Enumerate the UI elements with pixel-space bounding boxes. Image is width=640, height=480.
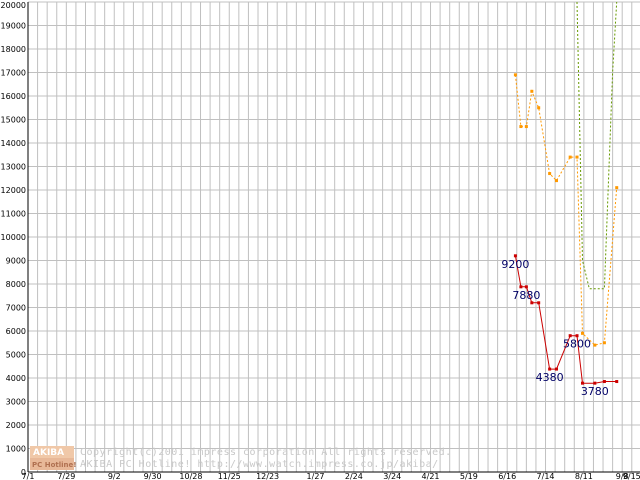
series-1-point <box>537 301 541 305</box>
series-1-point <box>548 367 552 371</box>
watermark-logo-bottom: PC Hotline! <box>32 461 76 469</box>
x-tick-label: 9/15 <box>623 472 640 480</box>
x-tick-label: 7/29 <box>57 472 75 480</box>
x-tick-label: 1/27 <box>307 472 325 480</box>
series-2-point <box>575 155 579 159</box>
x-tick-label: 5/19 <box>460 472 478 480</box>
y-tick-label: 13000 <box>1 163 26 172</box>
y-tick-label: 9000 <box>6 257 26 266</box>
y-tick-label: 1000 <box>6 445 26 454</box>
data-label: 3780 <box>581 385 609 398</box>
x-tick-label: 10/28 <box>179 472 202 480</box>
y-tick-label: 3000 <box>6 398 26 407</box>
data-label: 9200 <box>501 258 529 271</box>
x-tick-label: 3/24 <box>383 472 401 480</box>
series-1-point <box>554 367 558 371</box>
watermark-url: AKIBA PC Hotline! http://www.watch.impre… <box>80 459 439 470</box>
series-1-point <box>524 285 528 289</box>
y-tick-label: 20000 <box>1 1 26 10</box>
watermark: AKIBA PC Hotline! Copyright(c)2001 impre… <box>30 446 452 470</box>
y-tick-label: 17000 <box>1 69 26 78</box>
series-2-point <box>519 125 523 129</box>
watermark-copyright: Copyright(c)2001 impress corporation All… <box>80 447 452 458</box>
series-2-point <box>537 106 541 110</box>
series-2-point <box>530 89 534 93</box>
x-tick-label: 7/1 <box>22 472 35 480</box>
series-1-point <box>530 301 534 305</box>
x-tick-label: 4/21 <box>422 472 440 480</box>
x-tick-label: 9/30 <box>144 472 162 480</box>
x-tick-label: 9/2 <box>108 472 121 480</box>
x-tick-label: 6/16 <box>498 472 516 480</box>
series-1-point <box>615 380 619 384</box>
x-tick-label: 7/14 <box>537 472 555 480</box>
x-tick-label: 12/23 <box>256 472 279 480</box>
series-2-point <box>554 179 558 183</box>
data-label-layer: 9200 7880 4380 5800 3780 <box>501 258 608 398</box>
y-tick-label: 7000 <box>6 304 26 313</box>
y-tick-label: 15000 <box>1 116 26 125</box>
series-2-point <box>593 343 597 347</box>
series-2-point <box>524 125 528 129</box>
series-2-point <box>580 331 584 335</box>
y-tick-label: 5000 <box>6 351 26 360</box>
series-1-point <box>519 285 523 289</box>
series-line-3 <box>576 1 618 290</box>
grid-layer <box>27 1 640 473</box>
y-tick-label: 2000 <box>6 421 26 430</box>
x-tick-label: 9/8 <box>616 472 629 480</box>
x-tick-label: 8/11 <box>575 472 593 480</box>
y-tick-label: 4000 <box>6 374 26 383</box>
series-1-point <box>568 334 572 338</box>
y-tick-label: 0 <box>21 468 26 477</box>
y-tick-label: 16000 <box>1 92 26 101</box>
y-tick-label: 14000 <box>1 139 26 148</box>
series-1-point <box>580 381 584 385</box>
series-2-point <box>548 172 552 176</box>
series-1-point <box>593 381 597 385</box>
y-tick-label: 18000 <box>1 45 26 54</box>
series-2-point <box>615 186 619 190</box>
series-layer <box>513 1 619 385</box>
series-2-point <box>568 155 572 159</box>
watermark-logo-top: AKIBA <box>33 448 64 458</box>
data-label: 5800 <box>563 338 591 351</box>
x-tick-label: 11/25 <box>218 472 241 480</box>
data-label: 7880 <box>512 289 540 302</box>
y-tick-label: 19000 <box>1 22 26 31</box>
x-tick-label: 2/24 <box>345 472 363 480</box>
series-line-1 <box>514 255 617 384</box>
y-tick-label: 12000 <box>1 186 26 195</box>
series-1-point <box>575 334 579 338</box>
y-tick-label: 6000 <box>6 327 26 336</box>
y-tick-label: 10000 <box>1 233 26 242</box>
watermark-logo-band <box>30 458 74 470</box>
y-tick-label: 11000 <box>1 210 26 219</box>
series-1-point <box>513 254 517 258</box>
series-2-point <box>513 73 517 77</box>
data-label: 4380 <box>536 371 564 384</box>
series-2-point <box>602 341 606 345</box>
series-1-point <box>602 380 606 384</box>
series-line-2 <box>514 74 618 346</box>
y-tick-label: 8000 <box>6 280 26 289</box>
